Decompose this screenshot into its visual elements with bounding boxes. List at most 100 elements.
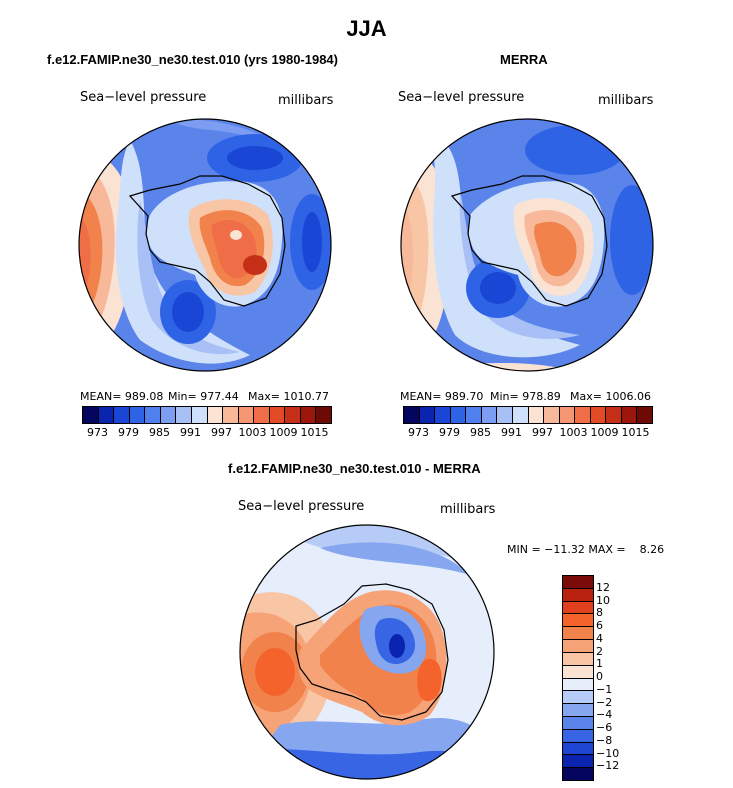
right-colorbar-swatch	[480, 407, 497, 423]
left-colorbar-swatch	[83, 407, 98, 423]
left-antarctica-coastline	[128, 175, 286, 307]
left-colorbar-swatch	[222, 407, 238, 423]
diff-colorbar-swatch	[563, 767, 593, 780]
diff-colorbar-tick-label: 4	[596, 631, 603, 645]
left-colorbar-swatch	[175, 407, 191, 423]
right-variable-label: Sea−level pressure	[398, 90, 525, 105]
right-colorbar-swatch	[636, 407, 652, 423]
right-colorbar-swatch	[449, 407, 466, 423]
right-colorbar-tick-label: 979	[439, 426, 460, 439]
left-stat-max: Max= 1010.77	[248, 390, 329, 403]
left-colorbar-labels: 973 979 985 991 997 1003 1009 1015	[82, 426, 330, 440]
right-colorbar-swatch	[511, 407, 528, 423]
left-colorbar-swatch	[299, 407, 316, 423]
diff-colorbar-labels: 12 10 8 6 4 2 1 0 −1 −2 −4 −6 −8 −10 −12	[596, 575, 636, 779]
right-colorbar-swatch	[620, 407, 637, 423]
left-stat-mean: MEAN= 989.08	[80, 390, 164, 403]
diff-colorbar-tick-label: −6	[596, 721, 613, 734]
right-panel-title: MERRA	[500, 52, 548, 67]
right-colorbar-swatch	[543, 407, 559, 423]
left-colorbar-tick-label: 979	[118, 426, 139, 439]
diff-colorbar-swatch	[563, 703, 593, 716]
right-units-label: millibars	[598, 93, 654, 108]
right-colorbar-tick-label: 991	[501, 426, 522, 439]
right-colorbar-tick-label: 973	[408, 426, 429, 439]
right-stat-mean: MEAN= 989.70	[400, 390, 484, 403]
diff-colorbar	[562, 575, 594, 781]
left-colorbar-swatch	[206, 407, 223, 423]
left-colorbar-tick-label: 1009	[269, 426, 298, 439]
diff-map-border	[239, 524, 495, 780]
right-stat-min: Min= 978.89	[490, 390, 561, 403]
diff-colorbar-tick-label: −4	[596, 708, 613, 722]
right-slp-field	[401, 119, 653, 371]
diff-variable-label: Sea−level pressure	[238, 499, 365, 514]
left-colorbar-swatch	[237, 407, 254, 423]
left-units-label: millibars	[278, 93, 334, 108]
left-colorbar-swatch	[284, 407, 300, 423]
diff-colorbar-tick-label: 2	[596, 644, 603, 658]
left-colorbar-swatch	[144, 407, 160, 423]
left-colorbar-tick-label: 997	[211, 426, 232, 439]
diff-colorbar-tick-label: −10	[596, 746, 620, 760]
diff-colorbar-swatch	[563, 587, 593, 601]
diff-colorbar-swatch	[563, 664, 593, 678]
right-colorbar-tick-label: 997	[532, 426, 553, 439]
right-colorbar-swatch	[496, 407, 512, 423]
diff-colorbar-swatch	[563, 677, 593, 691]
diff-colorbar-swatch	[563, 600, 593, 614]
right-colorbar-tick-label: 1015	[621, 426, 650, 439]
left-colorbar-swatch	[315, 407, 331, 423]
right-antarctica-coastline	[450, 175, 608, 307]
diff-colorbar-tick-label: 0	[596, 670, 603, 683]
diff-minmax: MIN = −11.32 MAX = 8.26	[507, 543, 665, 556]
diff-units-label: millibars	[440, 502, 496, 517]
left-variable-label: Sea−level pressure	[80, 90, 207, 105]
right-map-border	[400, 118, 654, 372]
right-colorbar-tick-label: 1009	[590, 426, 619, 439]
right-stat-max: Max= 1006.06	[570, 390, 651, 403]
diff-colorbar-tick-label: 1	[596, 657, 603, 671]
right-colorbar-swatch	[574, 407, 590, 423]
right-colorbar-swatch	[558, 407, 575, 423]
diff-colorbar-swatch	[563, 728, 593, 742]
diff-colorbar-tick-label: 8	[596, 606, 603, 620]
diff-antarctica-coastline	[295, 583, 449, 721]
diff-colorbar-tick-label: −2	[596, 695, 613, 709]
left-colorbar	[82, 406, 332, 424]
right-colorbar-tick-label: 1003	[559, 426, 588, 439]
diff-colorbar-tick-label: −12	[596, 759, 620, 773]
diff-colorbar-swatch	[563, 715, 593, 729]
diff-colorbar-swatch	[563, 626, 593, 640]
diff-colorbar-swatch	[563, 639, 593, 652]
diff-slp-field	[240, 525, 494, 779]
diff-colorbar-swatch	[563, 690, 593, 704]
diff-colorbar-tick-label: 12	[596, 580, 610, 594]
right-colorbar-swatch	[527, 407, 544, 423]
diff-colorbar-tick-label: −8	[596, 733, 613, 747]
right-colorbar	[403, 406, 653, 424]
left-colorbar-tick-label: 991	[180, 426, 201, 439]
diff-colorbar-tick-label: −1	[596, 682, 613, 696]
left-colorbar-tick-label: 973	[87, 426, 108, 439]
right-colorbar-swatch	[605, 407, 621, 423]
diff-colorbar-swatch	[563, 754, 593, 768]
diff-colorbar-tick-label: 10	[596, 593, 610, 607]
right-colorbar-swatch	[404, 407, 419, 423]
left-colorbar-swatch	[113, 407, 129, 423]
left-panel-title: f.e12.FAMIP.ne30_ne30.test.010 (yrs 1980…	[47, 52, 338, 67]
left-colorbar-tick-label: 1015	[300, 426, 329, 439]
left-colorbar-swatch	[159, 407, 176, 423]
diff-colorbar-swatch	[563, 651, 593, 665]
left-colorbar-tick-label: 985	[149, 426, 170, 439]
diff-colorbar-tick-label: 6	[596, 619, 603, 632]
left-colorbar-swatch	[253, 407, 269, 423]
diff-panel-title: f.e12.FAMIP.ne30_ne30.test.010 - MERRA	[228, 461, 481, 476]
diff-colorbar-swatch	[563, 613, 593, 627]
left-colorbar-swatch	[190, 407, 207, 423]
right-colorbar-tick-label: 985	[470, 426, 491, 439]
figure-title: JJA	[346, 16, 387, 41]
left-stat-min: Min= 977.44	[168, 390, 239, 403]
right-colorbar-swatch	[589, 407, 606, 423]
